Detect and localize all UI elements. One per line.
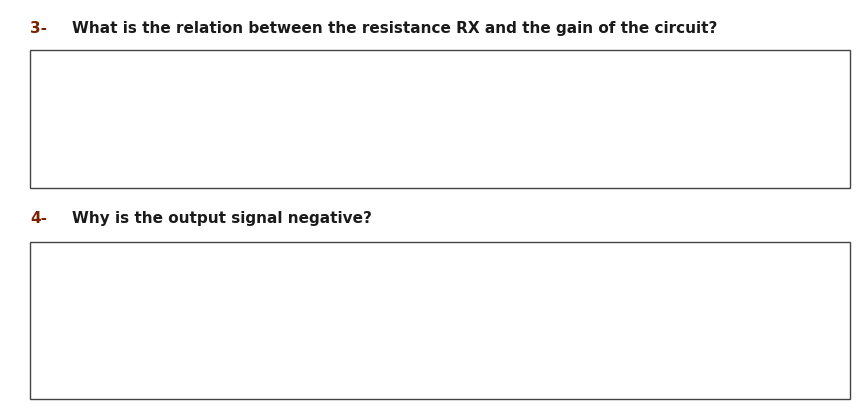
Text: Why is the output signal negative?: Why is the output signal negative?	[72, 211, 372, 225]
Text: 4-: 4-	[30, 211, 47, 225]
Bar	[30, 242, 850, 399]
Text: 3-: 3-	[30, 20, 47, 36]
Text: What is the relation between the resistance RX and the gain of the circuit?: What is the relation between the resista…	[72, 20, 717, 36]
Bar	[30, 50, 850, 188]
